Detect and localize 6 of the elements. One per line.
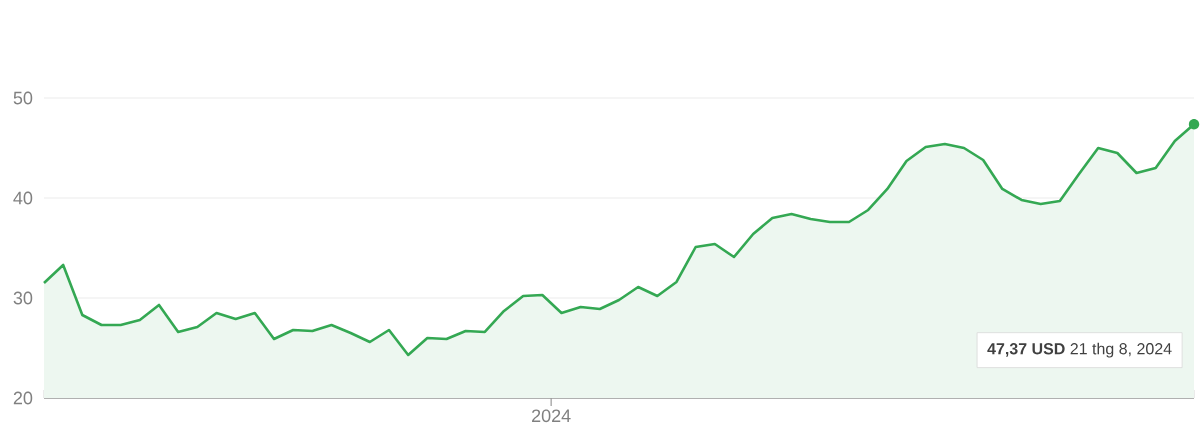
y-tick-label: 30 — [13, 291, 33, 305]
y-tick-label: 20 — [13, 391, 33, 405]
y-tick-label: 50 — [13, 91, 33, 105]
y-tick-label: 40 — [13, 191, 33, 205]
annotation: 47,37 USD 21 thg 8, 2024 — [987, 342, 1172, 358]
text: 2024 — [532, 409, 571, 423]
